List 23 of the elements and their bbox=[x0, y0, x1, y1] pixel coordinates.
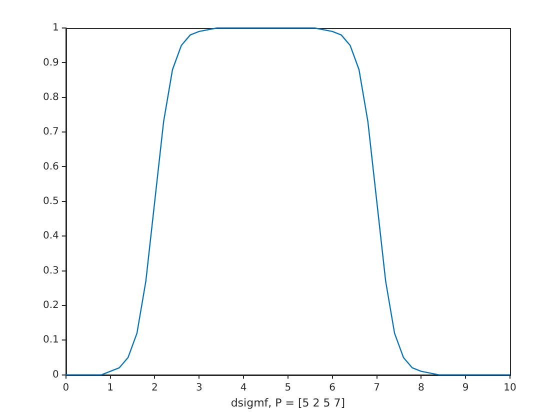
y-tick-label: 0 bbox=[52, 369, 59, 380]
y-tick-label: 0.2 bbox=[42, 300, 59, 312]
x-tick-label: 5 bbox=[284, 382, 292, 394]
x-tick-label: 3 bbox=[196, 382, 202, 394]
x-tick-label: 10 bbox=[504, 382, 516, 394]
y-tick-label: 0.5 bbox=[42, 196, 59, 207]
y-tick-label: 0.4 bbox=[42, 230, 59, 242]
y-tick-label: 0.1 bbox=[42, 334, 59, 346]
x-tick-label: 4 bbox=[240, 382, 247, 394]
y-tick-label: 0.8 bbox=[42, 92, 59, 103]
y-tick-label: 0.6 bbox=[42, 161, 59, 172]
x-tick-label: 9 bbox=[462, 382, 469, 394]
y-tick-label: 0.3 bbox=[42, 265, 59, 276]
y-tick-label: 0.7 bbox=[42, 126, 59, 138]
y-tick-label: 0.9 bbox=[42, 57, 59, 68]
x-tick-label: 0 bbox=[62, 382, 70, 394]
x-tick-label: 1 bbox=[107, 382, 114, 394]
x-tick-label: 6 bbox=[329, 382, 336, 394]
y-tick-label: 1 bbox=[52, 22, 59, 34]
x-tick-label: 2 bbox=[152, 382, 158, 394]
x-tick-label: 7 bbox=[374, 382, 380, 394]
x-axis-title: dsigmf, P = [5 2 5 7] bbox=[230, 396, 346, 410]
x-tick-label: 8 bbox=[418, 382, 424, 394]
